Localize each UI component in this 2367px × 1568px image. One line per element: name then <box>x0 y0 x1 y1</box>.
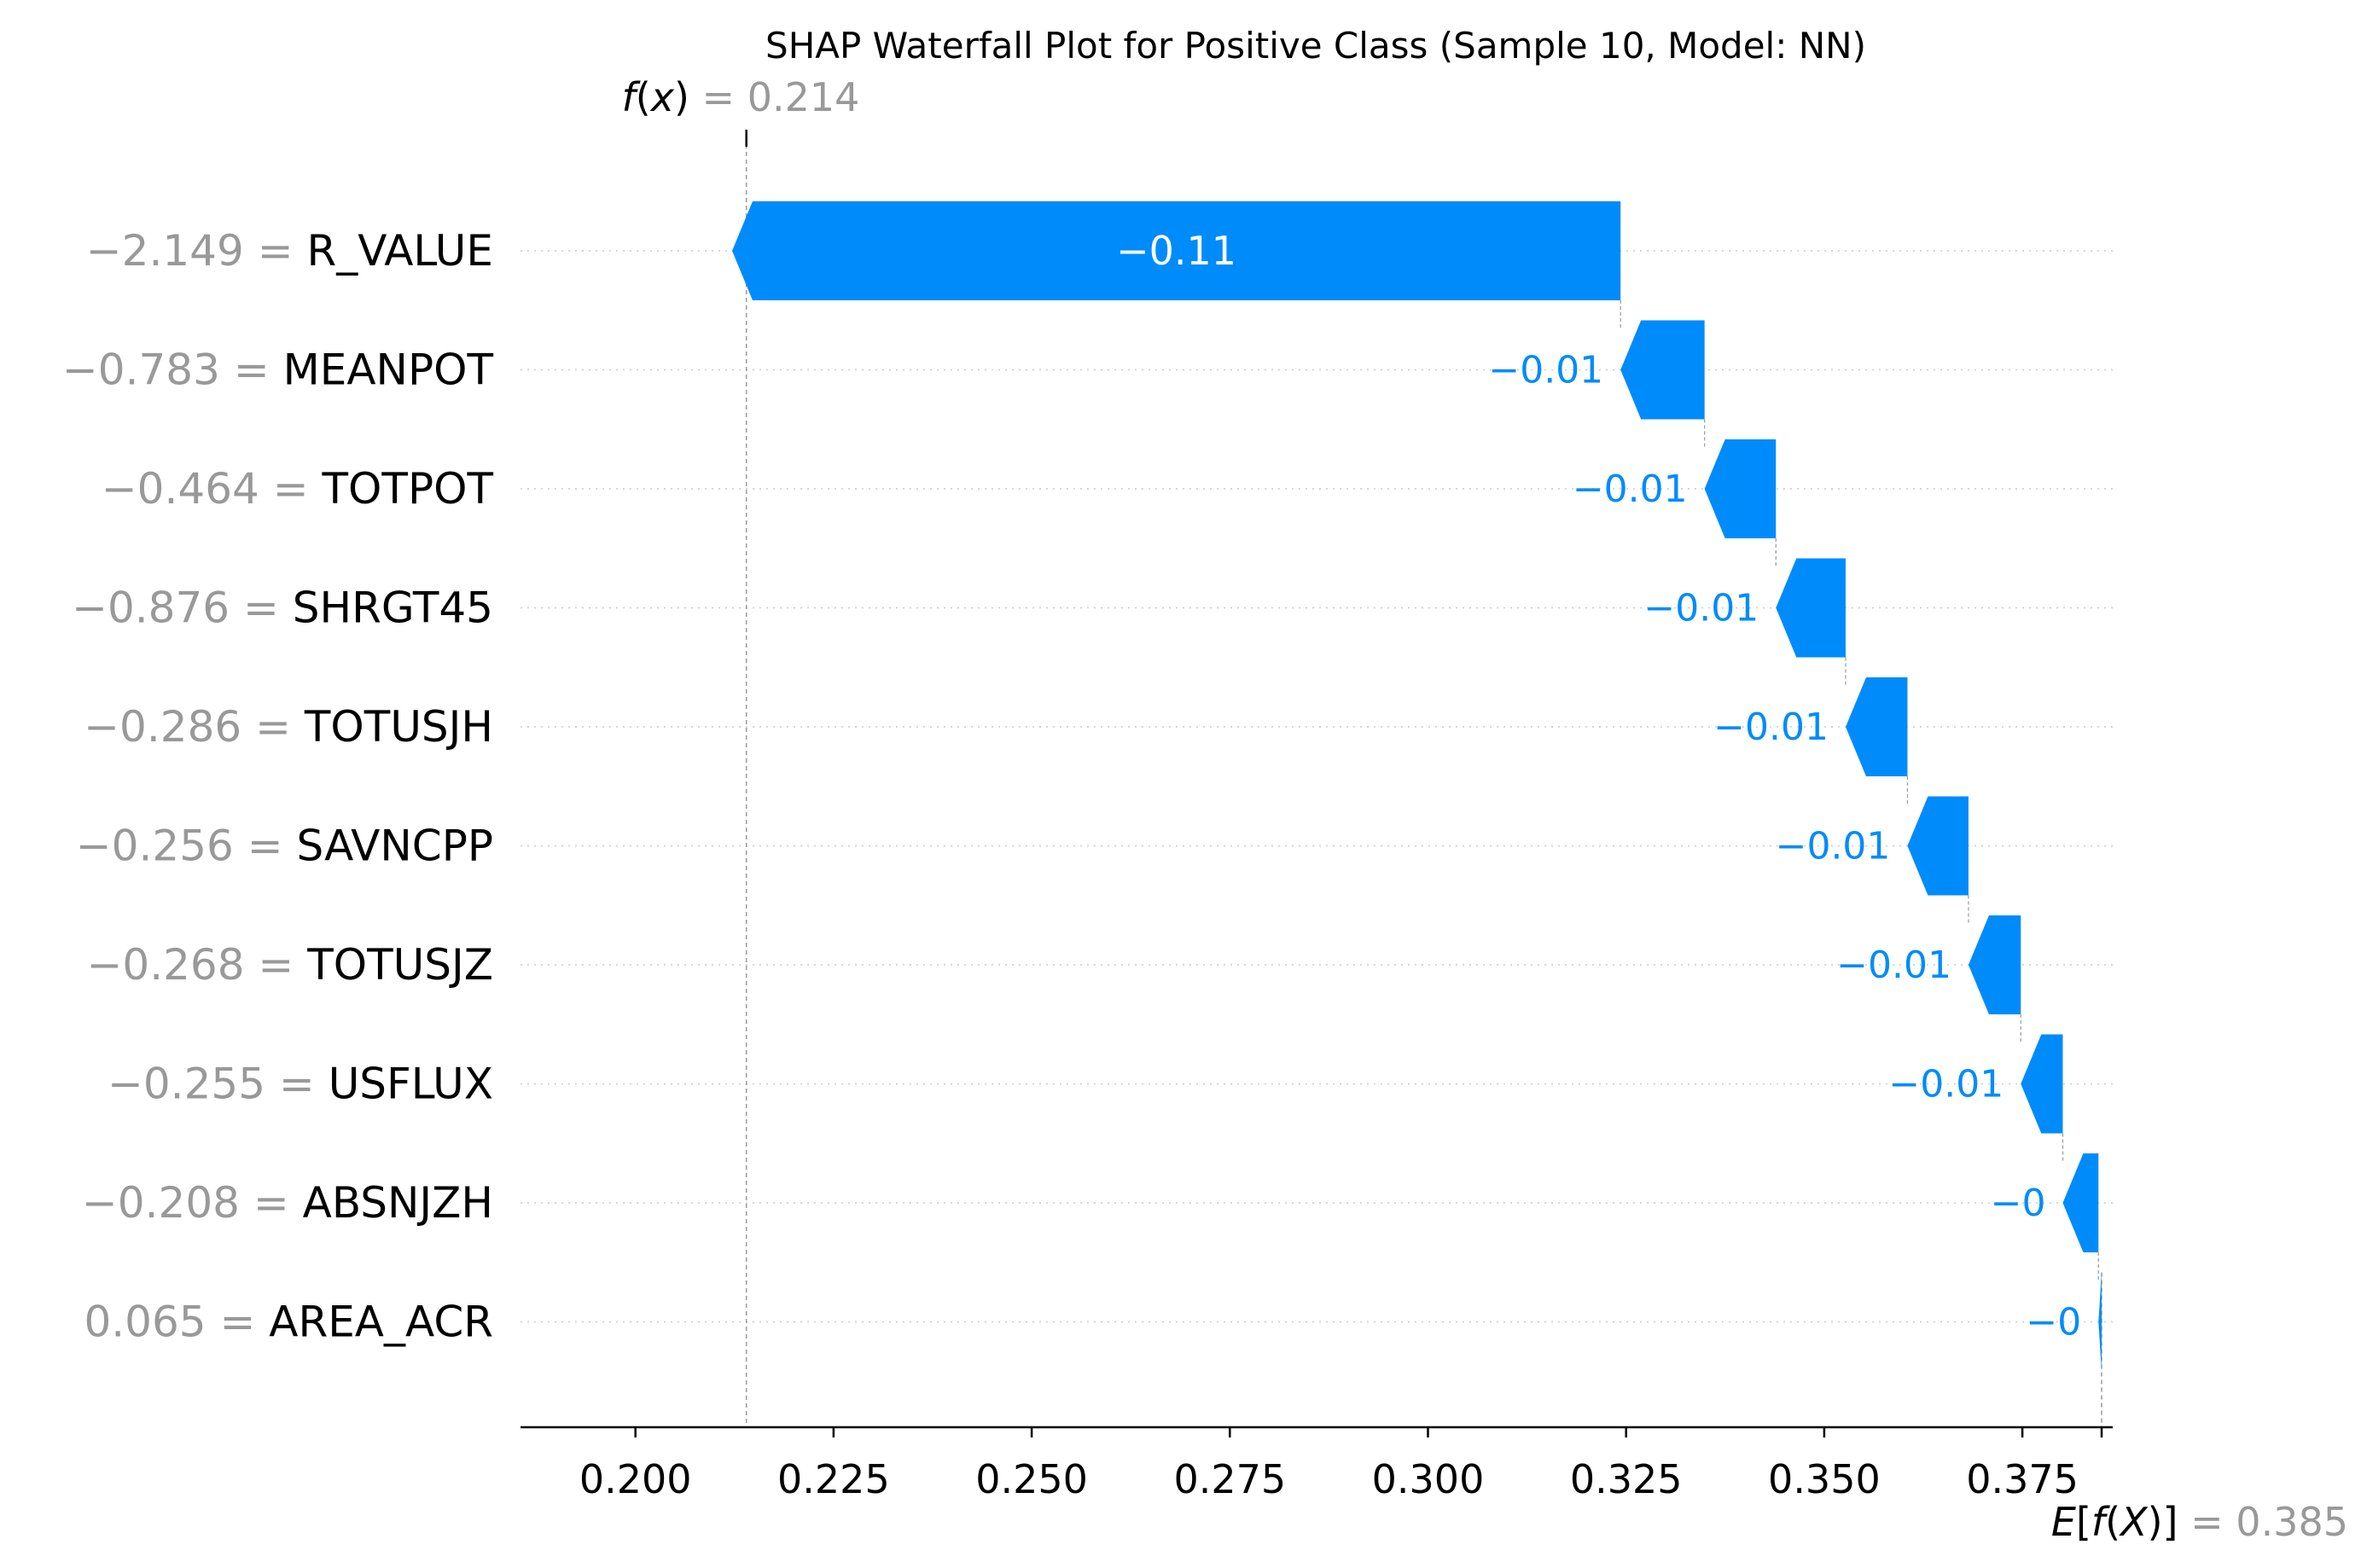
feature-value: −0.876 = <box>72 584 293 633</box>
bar-totpot <box>1704 439 1777 538</box>
feature-value: 0.065 = <box>84 1298 269 1347</box>
chart-title: SHAP Waterfall Plot for Positive Class (… <box>765 25 1866 67</box>
fx-value: 0.214 <box>747 74 860 120</box>
feature-label: −2.149 = R_VALUE <box>86 226 493 276</box>
feature-name: MEANPOT <box>283 346 494 395</box>
feature-label: −0.256 = SAVNCPP <box>76 822 493 871</box>
fx-x: x <box>649 74 675 120</box>
feature-label: −0.208 = ABSNJZH <box>82 1178 493 1228</box>
feature-value: −0.255 = <box>108 1060 329 1109</box>
feature-name: USFLUX <box>329 1060 493 1109</box>
feature-value: −0.286 = <box>84 702 305 752</box>
feature-label: −0.268 = TOTUSJZ <box>87 940 494 990</box>
bar-label: −0.11 <box>1116 228 1236 274</box>
x-tick-label: 0.225 <box>777 1456 890 1502</box>
x-tick-label: 0.350 <box>1768 1456 1881 1502</box>
bar-usflux <box>2021 1034 2063 1134</box>
feature-label: −0.783 = MEANPOT <box>62 346 494 395</box>
bars: −0.11 −0.01 −0.01 −0.01 −0.01 −0.01 −0.01 −0.01… <box>731 201 2102 1372</box>
connector-lines <box>745 130 2102 1427</box>
feature-name: R_VALUE <box>306 226 493 276</box>
feature-value: −0.256 = <box>76 822 297 871</box>
feature-labels: −2.149 = R_VALUE −0.783 = MEANPOT −0.464 =… <box>62 226 494 1347</box>
x-tick-label: 0.200 <box>579 1456 692 1502</box>
fx-annotation: f(x) = 0.214 <box>622 74 860 120</box>
x-tick-label: 0.250 <box>975 1456 1088 1502</box>
feature-name: SAVNCPP <box>297 822 494 871</box>
feature-label: −0.255 = USFLUX <box>108 1060 493 1109</box>
feature-label: −0.286 = TOTUSJH <box>84 702 493 752</box>
efx-value: 0.385 <box>2236 1499 2348 1545</box>
bar-totusjz <box>1968 915 2021 1014</box>
feature-label: −0.464 = TOTPOT <box>102 464 494 514</box>
bar-label: −0 <box>2026 1301 2081 1344</box>
bar-r-value <box>731 201 1621 300</box>
x-axis: 0.200 0.225 0.250 0.275 0.300 0.325 0.350 0.375 <box>521 1426 2113 1502</box>
efx-annotation: E[f(X)] = 0.385 <box>2051 1499 2348 1545</box>
bar-label: −0.01 <box>1836 944 1951 987</box>
feature-value: −0.783 = <box>62 346 283 395</box>
x-tick-label: 0.375 <box>1966 1456 2079 1502</box>
feature-name: TOTUSJH <box>304 702 493 752</box>
feature-name: TOTUSJZ <box>306 940 493 990</box>
row-guides <box>521 250 2113 1323</box>
bar-label: −0.01 <box>1776 825 1891 868</box>
efx-E: E <box>2051 1499 2076 1545</box>
feature-label: 0.065 = AREA_ACR <box>84 1298 493 1347</box>
feature-name: SHRGT45 <box>293 584 493 633</box>
efx-X: X <box>2119 1499 2149 1545</box>
feature-value: −0.268 = <box>87 940 308 990</box>
feature-value: −0.208 = <box>82 1178 303 1228</box>
feature-name: TOTPOT <box>322 464 494 514</box>
bar-shrgt45 <box>1776 558 1846 658</box>
bar-savncpp <box>1907 796 1969 896</box>
bar-label: −0.01 <box>1713 706 1829 749</box>
bar-totusjh <box>1845 677 1908 776</box>
feature-value: −2.149 = <box>86 226 307 276</box>
feature-name: AREA_ACR <box>269 1298 493 1347</box>
bar-absnjzh <box>2062 1153 2099 1252</box>
x-tick-label: 0.325 <box>1570 1456 1683 1502</box>
x-tick-label: 0.275 <box>1173 1456 1286 1502</box>
feature-label: −0.876 = SHRGT45 <box>72 584 493 633</box>
x-tick-label: 0.300 <box>1372 1456 1485 1502</box>
bar-label: −0.01 <box>1888 1063 2004 1106</box>
bar-label: −0.01 <box>1573 467 1688 511</box>
feature-name: ABSNJZH <box>303 1178 493 1228</box>
feature-value: −0.464 = <box>102 464 323 514</box>
bar-meanpot <box>1620 320 1705 420</box>
bar-label: −0.01 <box>1643 587 1759 630</box>
bar-label: −0 <box>1991 1182 2046 1225</box>
bar-area-acr <box>2098 1272 2102 1372</box>
bar-label: −0.01 <box>1488 349 1603 392</box>
